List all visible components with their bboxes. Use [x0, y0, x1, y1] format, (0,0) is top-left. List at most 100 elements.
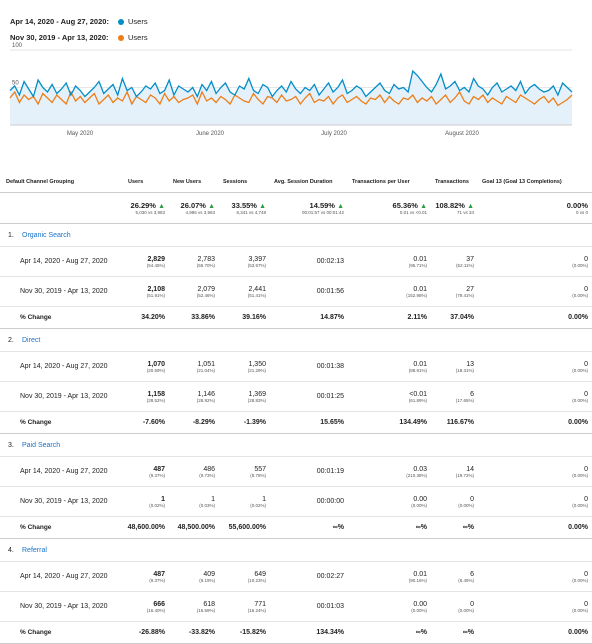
- totals-comparison: 0 vs 0: [575, 210, 588, 215]
- metric-value: 0: [470, 600, 474, 608]
- totals-comparison: 5,030 vs 3,983: [135, 210, 165, 215]
- y-tick-label: 50: [12, 81, 19, 87]
- metric-value: 0.01: [413, 285, 427, 293]
- channel-table: Default Channel Grouping Users New Users Se…: [0, 171, 592, 644]
- metric-cell: 3,397 (53.57%): [219, 256, 270, 268]
- column-header[interactable]: Transactions per User: [352, 178, 410, 185]
- change-value: 134.49%: [399, 419, 427, 426]
- metric-cell: 666 (16.40%): [123, 601, 169, 613]
- metric-cell: 1,369 (28.83%): [219, 391, 270, 403]
- column-header[interactable]: Transactions: [435, 178, 469, 185]
- change-value: 116.67%: [446, 419, 474, 426]
- x-tick-label: June 2020: [196, 131, 225, 137]
- totals-cell: 26.07% ▲ 4,996 vs 3,963: [169, 201, 219, 215]
- group-link-referral[interactable]: Referral: [22, 546, 47, 554]
- metric-value: 00:01:56: [316, 288, 344, 295]
- metric-percent: (0.00%): [572, 577, 588, 583]
- change-row: % Change -7.60% -8.29% -1.39% 15.65% 134.49% 1…: [0, 412, 592, 434]
- date-range-label: Apr 14, 2020 - Aug 27, 2020: [20, 258, 108, 265]
- metric-value: 1: [161, 495, 165, 503]
- metric-cell: 2,079 (52.46%): [169, 286, 219, 298]
- metric-percent: (0.02%): [149, 502, 165, 508]
- metric-percent: (15.59%): [196, 607, 215, 613]
- metric-value: 37: [466, 255, 474, 263]
- metric-percent: (0.00%): [572, 367, 588, 373]
- up-arrow-icon: ▲: [420, 203, 427, 210]
- metric-percent: (0.00%): [411, 502, 427, 508]
- metric-cell: 0 (0.00%): [478, 286, 592, 298]
- metric-cell: 0 (0.00%): [478, 601, 592, 613]
- metric-value: 0: [584, 495, 588, 503]
- totals-cell: 108.82% ▲ 71 vs 34: [431, 201, 478, 215]
- metric-cell: 1 (0.02%): [219, 496, 270, 508]
- column-header[interactable]: Default Channel Grouping: [6, 178, 75, 185]
- metric-cell: 6 (17.65%): [431, 391, 478, 403]
- legend-previous-metric: Users: [128, 33, 148, 42]
- metric-cell: 1,070 (20.59%): [123, 361, 169, 373]
- column-header[interactable]: Avg. Session Duration: [274, 178, 333, 185]
- change-value: 48,500.00%: [177, 524, 215, 531]
- totals-value: 108.82% ▲: [435, 201, 474, 210]
- metric-value: 1: [211, 495, 215, 503]
- change-value: 15.65%: [320, 419, 344, 426]
- metric-value: 1,051: [197, 360, 215, 368]
- change-value: 0.00%: [568, 629, 588, 636]
- metric-cell: 0.03 (210.38%): [348, 466, 431, 478]
- change-value: 33.86%: [191, 314, 215, 321]
- change-value: 48,600.00%: [127, 524, 165, 531]
- metric-value: 1,369: [248, 390, 266, 398]
- group-row: 1. Organic Search: [0, 224, 592, 247]
- metric-value: 2,783: [197, 255, 215, 263]
- metric-percent: (8.45%): [458, 577, 474, 583]
- metric-cell: 0 (0.00%): [478, 466, 592, 478]
- metric-cell: 409 (8.19%): [169, 571, 219, 583]
- series-area-current: [10, 71, 572, 125]
- metric-value: 6: [470, 570, 474, 578]
- date-range-row: Nov 30, 2019 - Apr 13, 2020 1,158 (28.52%)…: [0, 382, 592, 412]
- metric-cell: 557 (8.78%): [219, 466, 270, 478]
- group-link-paid-search[interactable]: Paid Search: [22, 441, 61, 449]
- group-link-organic-search[interactable]: Organic Search: [22, 231, 71, 239]
- metric-value: 00:02:13: [316, 258, 344, 265]
- chart-legend: Apr 14, 2020 - Aug 27, 2020: Users Nov 3…: [10, 14, 148, 46]
- metric-cell: 486 (9.73%): [169, 466, 219, 478]
- column-header[interactable]: Goal 13 (Goal 13 Completions): [482, 178, 562, 185]
- column-header[interactable]: Users: [128, 178, 144, 185]
- column-header[interactable]: New Users: [173, 178, 202, 185]
- metric-cell: 1 (0.03%): [169, 496, 219, 508]
- metric-cell: 00:01:56: [270, 288, 348, 295]
- column-header[interactable]: Sessions: [223, 178, 248, 185]
- metric-percent: (0.02%): [250, 502, 266, 508]
- metric-value: 0: [584, 600, 588, 608]
- metric-percent: (28.92%): [196, 397, 215, 403]
- group-number: 3.: [8, 441, 14, 449]
- group-link-direct[interactable]: Direct: [22, 336, 41, 344]
- legend-current-metric: Users: [128, 17, 148, 26]
- metric-cell: 2,829 (54.45%): [123, 256, 169, 268]
- metric-value: 0: [584, 285, 588, 293]
- up-arrow-icon: ▲: [337, 203, 344, 210]
- metric-cell: 6 (8.45%): [431, 571, 478, 583]
- up-arrow-icon: ▲: [467, 203, 474, 210]
- metric-cell: <0.01 (61.89%): [348, 391, 431, 403]
- metric-value: <0.01: [409, 390, 427, 398]
- group-number: 4.: [8, 546, 14, 554]
- metric-percent: (0.00%): [572, 262, 588, 268]
- legend-current: Apr 14, 2020 - Aug 27, 2020: Users: [10, 14, 148, 30]
- group-number: 2.: [8, 336, 14, 344]
- metric-percent: (53.57%): [247, 262, 266, 268]
- up-arrow-icon: ▲: [259, 203, 266, 210]
- metric-cell: 0 (0.00%): [478, 391, 592, 403]
- metric-percent: (0.00%): [458, 502, 474, 508]
- metric-value: 0: [584, 360, 588, 368]
- metric-cell: 1,350 (21.29%): [219, 361, 270, 373]
- metric-value: 0.00: [413, 495, 427, 503]
- group-row: 2. Direct: [0, 329, 592, 352]
- date-range-label: Nov 30, 2019 - Apr 13, 2020: [20, 288, 108, 295]
- metric-percent: (20.59%): [146, 367, 165, 373]
- up-arrow-icon: ▲: [208, 203, 215, 210]
- change-value: -8.29%: [192, 419, 215, 426]
- metric-percent: (152.98%): [406, 292, 427, 298]
- series-line-current: [9, 69, 573, 99]
- totals-value: 26.07% ▲: [180, 201, 215, 210]
